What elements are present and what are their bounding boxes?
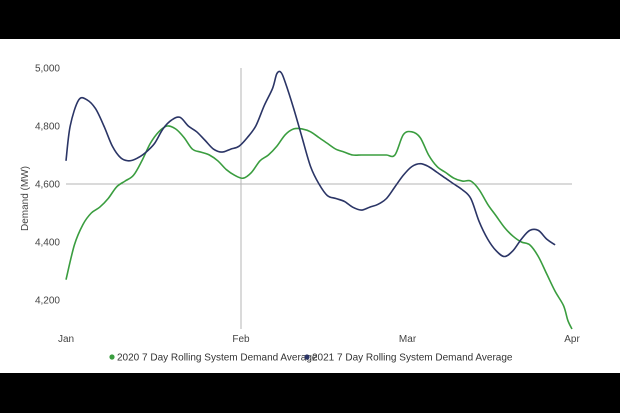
y-tick-label: 4,800 <box>35 122 60 133</box>
legend: 2020 7 Day Rolling System Demand Average… <box>109 353 513 364</box>
legend-label: 2021 7 Day Rolling System Demand Average <box>312 353 513 364</box>
chart-panel: 4,200 4,400 4,600 4,800 5,000 Jan Feb Mar Apr Dem… <box>0 39 620 373</box>
x-tick-label: Feb <box>232 334 250 345</box>
y-tick-label: 4,400 <box>35 238 60 249</box>
legend-marker <box>304 354 310 360</box>
series-line-2020 <box>65 125 573 330</box>
y-tick-label: 4,600 <box>35 180 60 191</box>
x-tick-label: Jan <box>58 334 74 345</box>
line-chart: 4,200 4,400 4,600 4,800 5,000 Jan Feb Mar Apr Dem… <box>20 64 580 364</box>
legend-marker <box>109 354 115 360</box>
y-tick-label: 4,200 <box>35 296 60 307</box>
letterbox-top <box>0 0 620 39</box>
y-axis-label: Demand (MW) <box>20 166 31 231</box>
letterbox-bottom <box>0 373 620 413</box>
legend-label: 2020 7 Day Rolling System Demand Average <box>117 353 318 364</box>
y-tick-label: 5,000 <box>35 64 60 75</box>
x-tick-label: Apr <box>564 334 580 345</box>
series-line-2021 <box>65 70 556 258</box>
x-tick-label: Mar <box>399 334 417 345</box>
